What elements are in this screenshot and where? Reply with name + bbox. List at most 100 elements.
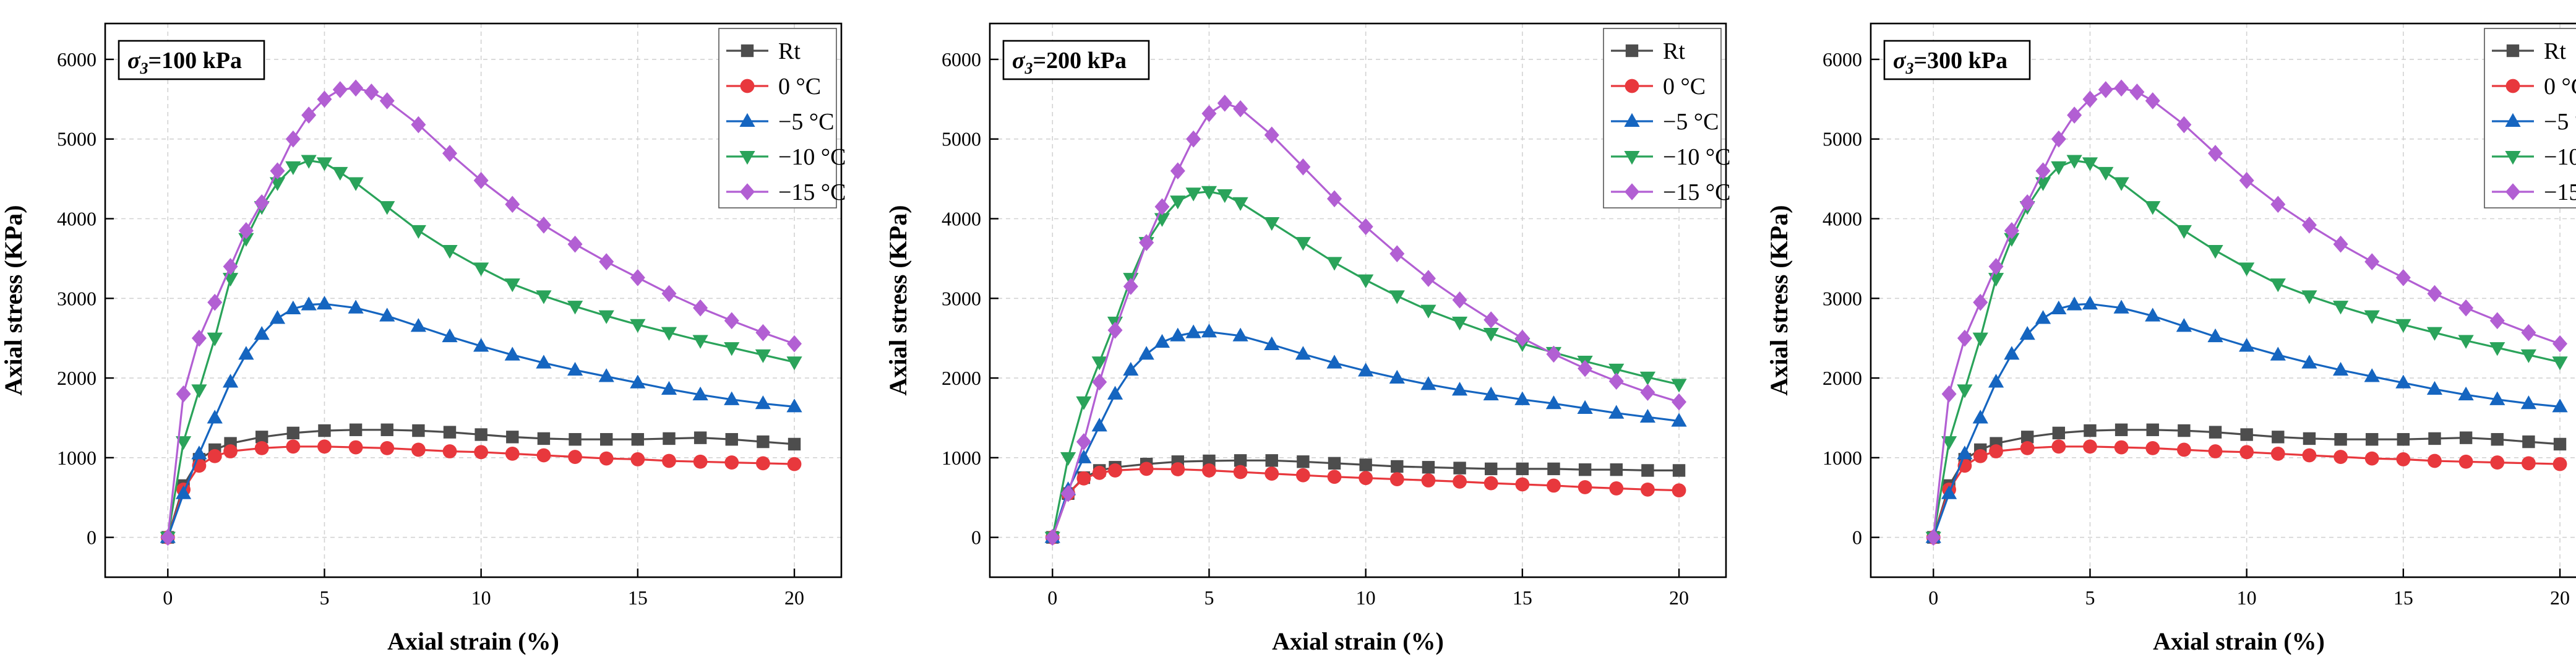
data-point <box>661 380 677 395</box>
data-point <box>2270 278 2286 293</box>
legend-marker <box>1624 113 1640 127</box>
data-point <box>1641 464 1654 477</box>
data-point <box>1672 464 1686 477</box>
y-axis-title: Axial stress (KPa) <box>884 205 912 395</box>
data-point <box>238 233 254 247</box>
data-point <box>536 217 551 234</box>
data-point <box>2334 433 2347 446</box>
data-point <box>1297 455 1310 468</box>
annotation-text: σ3=300 kPa <box>1893 48 2007 77</box>
data-point <box>2458 386 2474 401</box>
data-point <box>1421 473 1436 487</box>
data-point <box>567 301 583 315</box>
data-point <box>175 485 192 499</box>
data-point <box>755 349 771 363</box>
x-tick-label: 0 <box>1928 586 1938 609</box>
x-axis-title: Axial strain (%) <box>2153 627 2325 655</box>
data-point <box>410 225 426 239</box>
data-point <box>2052 426 2066 440</box>
x-tick-label: 10 <box>471 586 491 609</box>
data-point <box>254 440 269 455</box>
data-point <box>2239 171 2254 189</box>
data-point <box>1957 384 1973 398</box>
data-point <box>2209 426 2222 439</box>
data-point <box>1941 436 1957 450</box>
y-tick-label: 1000 <box>942 447 981 469</box>
legend-label: −10 °C <box>778 144 846 170</box>
legend-marker <box>2505 79 2520 93</box>
data-point <box>1972 332 1988 346</box>
legend-entry-1: Rt <box>2492 38 2566 64</box>
data-point <box>1391 460 1404 473</box>
data-point <box>207 332 223 346</box>
data-point <box>1091 356 1107 371</box>
data-point <box>1451 382 1468 396</box>
data-point <box>411 116 426 134</box>
legend-box <box>718 28 837 208</box>
data-point <box>693 454 708 469</box>
series-3 <box>1925 296 2568 543</box>
x-tick-label: 0 <box>163 586 173 609</box>
data-point <box>1123 361 1139 376</box>
data-point <box>2301 217 2317 234</box>
data-point <box>2114 440 2129 455</box>
data-point <box>1639 371 1656 385</box>
data-point <box>1201 324 1217 338</box>
data-point <box>567 235 583 253</box>
data-point <box>600 433 613 446</box>
data-point <box>2004 222 2019 239</box>
data-point <box>2332 361 2349 376</box>
data-point <box>1217 189 1233 204</box>
data-point <box>1060 452 1076 466</box>
data-point <box>1453 475 1467 489</box>
data-point <box>2129 83 2145 101</box>
data-point <box>2270 346 2286 361</box>
data-point <box>379 92 395 110</box>
data-point <box>724 312 739 330</box>
data-point <box>757 435 770 449</box>
data-point <box>1389 472 1404 487</box>
annotation-text: σ3=200 kPa <box>1012 48 1127 77</box>
data-point <box>2426 327 2443 341</box>
legend-entry-1: Rt <box>1611 38 1685 64</box>
data-point <box>442 444 457 458</box>
data-point <box>2552 398 2568 413</box>
data-point <box>1641 482 1655 497</box>
data-point <box>1327 470 1342 484</box>
chart-panel-3: 0 5 10 15 20 0 1000 2000 3000 4000 5000 6000 Axial s… <box>1765 22 2576 655</box>
x-tick-label: 5 <box>1204 586 1214 609</box>
data-point <box>222 374 239 388</box>
data-point <box>2051 130 2066 148</box>
data-point <box>692 335 708 349</box>
data-point <box>1108 463 1122 478</box>
data-point <box>2208 444 2223 458</box>
data-point <box>2427 285 2442 303</box>
data-point <box>2083 439 2097 454</box>
data-point <box>474 428 487 441</box>
data-point <box>207 449 222 463</box>
data-point <box>1578 359 1593 377</box>
data-point <box>411 442 426 457</box>
data-point <box>2082 90 2098 108</box>
data-point <box>787 335 802 353</box>
legend-label: 0 °C <box>778 74 821 100</box>
data-point <box>349 423 363 436</box>
series-line <box>166 87 795 538</box>
x-tick-label: 20 <box>2550 586 2570 609</box>
data-point <box>2207 245 2223 259</box>
data-point <box>756 456 770 471</box>
legend-label: −15 °C <box>778 179 846 205</box>
data-point <box>2364 451 2379 466</box>
annotation-text: σ3=100 kPa <box>127 48 242 77</box>
data-point <box>569 433 582 446</box>
plot-area <box>1871 24 2576 577</box>
data-point <box>2270 195 2286 213</box>
data-point <box>1389 245 1405 262</box>
data-point <box>2489 342 2505 356</box>
legend-label: −5 °C <box>2544 109 2576 135</box>
data-point <box>1295 346 1311 360</box>
data-point <box>2004 233 2020 247</box>
y-tick-label: 0 <box>971 526 981 549</box>
legend-entry-3: −5 °C <box>2492 109 2576 135</box>
legend-entry-2: 0 °C <box>2492 74 2576 100</box>
